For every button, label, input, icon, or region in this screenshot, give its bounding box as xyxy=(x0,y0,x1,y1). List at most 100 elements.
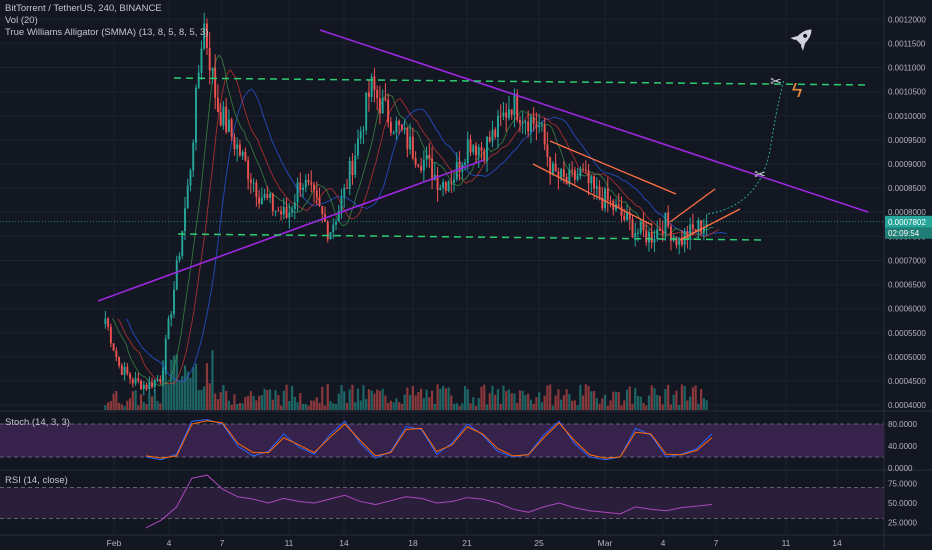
candle-body xyxy=(392,132,395,134)
volume-bar xyxy=(293,396,296,410)
candle-body xyxy=(431,158,434,181)
candle-body xyxy=(540,124,543,126)
candle-body xyxy=(126,366,129,374)
volume-bar xyxy=(214,393,217,410)
volume-bar xyxy=(450,395,453,410)
volume-bar xyxy=(194,363,198,410)
volume-bar xyxy=(606,405,609,410)
volume-bar xyxy=(480,386,483,410)
volume-bar xyxy=(299,393,302,410)
volume-bar xyxy=(546,385,549,410)
volume-bar xyxy=(579,384,582,410)
volume-bar xyxy=(587,385,590,410)
candle-body xyxy=(557,171,560,178)
candle-body xyxy=(689,224,692,240)
y-tick-label: 0.0008500 xyxy=(888,184,926,193)
resistance-dashed-line xyxy=(173,77,869,86)
volume-bar xyxy=(359,400,362,410)
volume-bar xyxy=(571,400,574,410)
volume-bar xyxy=(282,390,285,410)
volume-bar xyxy=(142,401,145,410)
volume-legend: Vol (20) xyxy=(5,15,38,26)
volume-bar xyxy=(700,389,703,410)
symbol-legend[interactable]: BitTorrent / TetherUS, 240, BINANCE Vol … xyxy=(5,3,208,39)
volume-bar xyxy=(266,389,269,410)
volume-bar xyxy=(263,388,266,410)
volume-bar xyxy=(683,386,686,410)
candle-body xyxy=(590,176,593,184)
volume-bar xyxy=(258,395,261,410)
candle-body xyxy=(535,123,538,128)
volume-bar xyxy=(461,403,464,410)
volume-bar xyxy=(452,403,456,410)
candle-body xyxy=(304,179,307,188)
candle-body xyxy=(436,174,439,190)
volume-bar xyxy=(348,389,351,410)
volume-bar xyxy=(705,400,708,410)
volume-bar xyxy=(329,401,332,410)
volume-bar xyxy=(112,393,115,410)
volume-bar xyxy=(535,397,538,410)
volume-bar xyxy=(104,405,107,410)
candle-body xyxy=(650,231,653,243)
candle-body xyxy=(378,98,381,114)
candle-body xyxy=(524,121,527,123)
candle-body xyxy=(450,181,453,183)
volume-bar xyxy=(381,388,384,410)
candle-body xyxy=(494,129,497,138)
y-tick-label: 0.0010500 xyxy=(888,88,926,97)
candle-body xyxy=(112,343,115,351)
volume-bar xyxy=(510,393,513,410)
candle-body xyxy=(266,194,269,198)
candle-body xyxy=(475,145,477,156)
volume-bar xyxy=(557,389,560,410)
candle-body xyxy=(258,197,261,204)
volume-bar xyxy=(433,403,436,410)
volume-bar xyxy=(436,384,439,410)
candle-body xyxy=(518,120,521,124)
volume-bar xyxy=(491,385,494,410)
volume-bar xyxy=(694,385,697,410)
candle-body xyxy=(156,379,159,381)
candle-body xyxy=(230,119,233,137)
volume-bar xyxy=(603,394,607,410)
candle-body xyxy=(521,122,524,124)
stoch-pane xyxy=(0,419,884,461)
rsi-line xyxy=(145,474,713,529)
candle-body xyxy=(395,120,398,133)
y-tick-label: 0.0009500 xyxy=(888,136,926,145)
stoch-tick-label: 0.0000 xyxy=(888,464,913,473)
candle-body xyxy=(562,169,565,177)
volume-bar xyxy=(373,393,376,410)
candle-body xyxy=(120,365,123,375)
volume-bar xyxy=(667,384,670,410)
rsi-legend: RSI (14, close) xyxy=(5,475,68,486)
candle-body xyxy=(244,151,247,161)
candle-body xyxy=(107,318,110,327)
volume-bar xyxy=(219,392,222,410)
volume-bar xyxy=(249,391,252,410)
candle-body xyxy=(293,202,296,210)
volume-bar xyxy=(378,390,382,410)
volume-bar xyxy=(538,392,541,410)
candle-body xyxy=(167,318,170,339)
candle-body xyxy=(175,260,178,290)
candle-body xyxy=(367,92,370,97)
volume-bar xyxy=(230,404,233,410)
drawing-annotations[interactable]: ✂ ✂ ϟ xyxy=(0,23,884,302)
candle-body xyxy=(491,129,494,142)
candle-body xyxy=(411,136,414,159)
candle-body xyxy=(192,142,195,171)
candle-body xyxy=(398,120,401,125)
candle-body xyxy=(595,186,598,189)
candle-body xyxy=(315,190,318,198)
candle-body xyxy=(400,124,403,130)
candle-body xyxy=(238,144,241,156)
candle-body xyxy=(282,206,285,215)
volume-bar xyxy=(222,385,225,410)
ascending-trendline xyxy=(97,159,485,302)
volume-bar xyxy=(107,402,110,410)
volume-bar xyxy=(642,402,645,410)
x-tick-label: 4 xyxy=(167,538,172,548)
